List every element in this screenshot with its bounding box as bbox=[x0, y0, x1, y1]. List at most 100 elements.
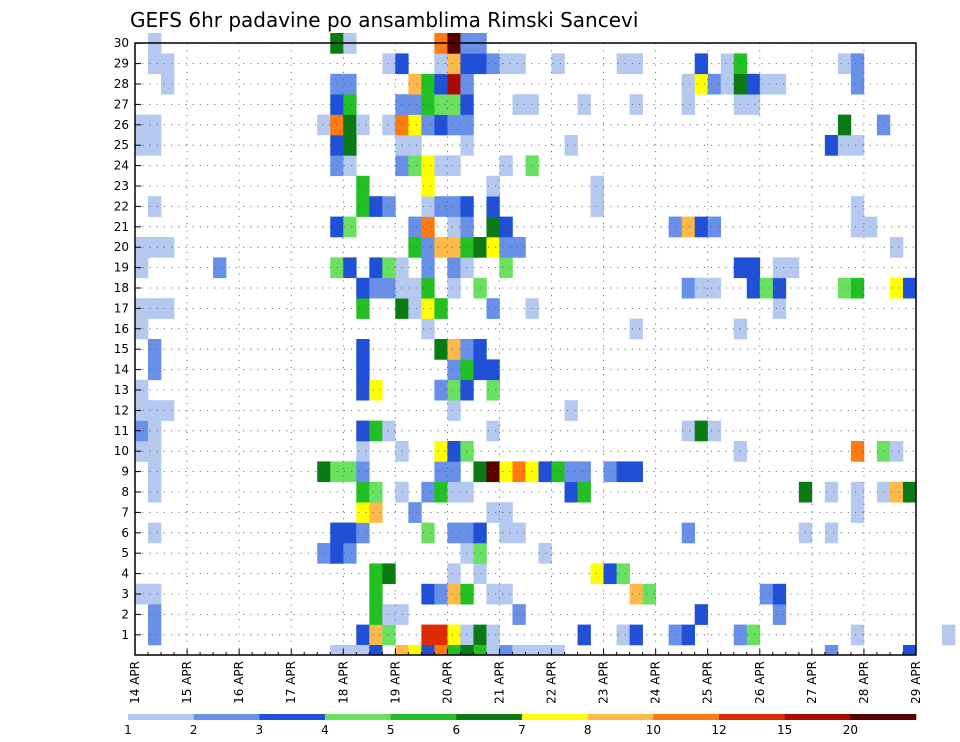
heatmap-cell bbox=[616, 624, 630, 646]
y-tick-label: 13 bbox=[114, 383, 129, 397]
heatmap-cell bbox=[512, 94, 526, 115]
heatmap-cell bbox=[135, 400, 149, 421]
heatmap-cell bbox=[421, 114, 435, 136]
heatmap-cell bbox=[473, 563, 487, 585]
y-tick-label: 30 bbox=[114, 36, 129, 50]
legend-swatch bbox=[193, 714, 260, 720]
y-tick-label: 14 bbox=[114, 363, 129, 377]
heatmap-cell bbox=[434, 114, 448, 136]
heatmap-cell bbox=[850, 216, 865, 238]
heatmap-cell bbox=[343, 114, 357, 136]
heatmap-cell bbox=[408, 298, 422, 319]
strip-cell bbox=[525, 645, 539, 655]
heatmap-cell bbox=[824, 135, 839, 156]
heatmap-cell bbox=[889, 441, 904, 462]
heatmap-cell bbox=[382, 277, 396, 299]
heatmap-cell bbox=[564, 481, 578, 503]
heatmap-cell bbox=[356, 379, 370, 401]
legend: 1 2 3 4 5 6 7 8 10 12 15 20 bbox=[124, 714, 917, 737]
strip-cell bbox=[512, 645, 526, 655]
heatmap-cell bbox=[434, 379, 448, 401]
heatmap-cell bbox=[369, 196, 383, 217]
legend-label: 6 bbox=[453, 723, 461, 737]
heatmap-cell bbox=[850, 624, 865, 646]
heatmap-cell bbox=[499, 237, 513, 258]
y-tick-label: 22 bbox=[114, 199, 129, 213]
heatmap-cell bbox=[616, 461, 630, 483]
heatmap-cell bbox=[850, 73, 865, 95]
x-tick-label: 15 APR bbox=[180, 661, 194, 704]
y-tick-label: 11 bbox=[114, 424, 129, 438]
plot-frame bbox=[134, 42, 917, 656]
heatmap-cell bbox=[343, 135, 357, 156]
heatmap-cell bbox=[447, 359, 461, 381]
heatmap-cell bbox=[421, 522, 435, 544]
heatmap-cell bbox=[408, 114, 422, 136]
y-tick-label: 8 bbox=[121, 485, 129, 499]
heatmap-cell bbox=[408, 502, 422, 523]
heatmap-cell bbox=[369, 502, 383, 523]
heatmap-cell bbox=[629, 583, 643, 605]
heatmap-cell bbox=[135, 135, 149, 156]
legend-swatch bbox=[456, 714, 523, 720]
heatmap-cell bbox=[850, 53, 865, 75]
heatmap-cell bbox=[538, 461, 552, 483]
heatmap-cell bbox=[434, 339, 448, 360]
heatmap-cell bbox=[434, 53, 448, 75]
strip-cell bbox=[473, 645, 487, 655]
heatmap-cell bbox=[343, 155, 357, 177]
legend-swatch bbox=[653, 714, 720, 720]
heatmap-cell bbox=[421, 481, 435, 503]
heatmap-cell bbox=[343, 461, 357, 483]
chart-title: GEFS 6hr padavine po ansamblima Rimski S… bbox=[130, 8, 638, 32]
y-tick-label: 3 bbox=[121, 587, 129, 601]
heatmap-cell bbox=[837, 114, 852, 136]
heatmap-cell bbox=[499, 53, 513, 75]
heatmap-cell bbox=[486, 196, 500, 217]
heatmap-cell bbox=[694, 420, 709, 442]
heatmap-cell bbox=[447, 114, 461, 136]
heatmap-cell bbox=[148, 604, 162, 625]
heatmap-cell bbox=[850, 277, 865, 299]
heatmap-cell bbox=[694, 604, 709, 625]
heatmap-cell bbox=[577, 94, 591, 115]
heatmap-cell bbox=[369, 481, 383, 503]
heatmap-cell bbox=[356, 298, 370, 319]
heatmap-cell bbox=[421, 196, 435, 217]
heatmap-cell bbox=[499, 583, 513, 605]
heatmap-cell bbox=[629, 624, 643, 646]
heatmap-cell bbox=[382, 257, 396, 279]
heatmap-cell bbox=[382, 604, 396, 625]
heatmap-cell bbox=[135, 379, 149, 401]
heatmap-cell bbox=[382, 420, 396, 442]
heatmap-cell bbox=[850, 441, 865, 462]
heatmap-cell bbox=[434, 583, 448, 605]
y-tick-label: 27 bbox=[114, 97, 129, 111]
heatmap-cell bbox=[447, 339, 461, 360]
heatmap-cell bbox=[434, 481, 448, 503]
heatmap-cell bbox=[473, 277, 487, 299]
heatmap-cell bbox=[473, 359, 487, 381]
legend-label: 7 bbox=[518, 723, 526, 737]
legend-swatch bbox=[587, 714, 654, 720]
x-tick-label: 20 APR bbox=[440, 661, 454, 704]
y-tick-label: 2 bbox=[121, 607, 129, 621]
heatmap-cell bbox=[434, 461, 448, 483]
heatmap-cell bbox=[421, 624, 435, 646]
heatmap-cell bbox=[356, 339, 370, 360]
heatmap-cell bbox=[343, 522, 357, 544]
heatmap-cell bbox=[369, 624, 383, 646]
heatmap-cell bbox=[148, 114, 162, 136]
heatmap-cell bbox=[421, 277, 435, 299]
heatmap-cell bbox=[512, 604, 526, 625]
x-tick-label: 29 APR bbox=[909, 661, 923, 704]
heatmap-cell bbox=[577, 624, 591, 646]
heatmap-cell bbox=[161, 237, 175, 258]
legend-label: 12 bbox=[711, 723, 726, 737]
heatmap-cell bbox=[317, 114, 331, 136]
heatmap-cell bbox=[135, 114, 149, 136]
legend-swatch bbox=[325, 714, 391, 720]
x-tick-label: 19 APR bbox=[388, 661, 402, 704]
strip-cell bbox=[447, 645, 461, 655]
